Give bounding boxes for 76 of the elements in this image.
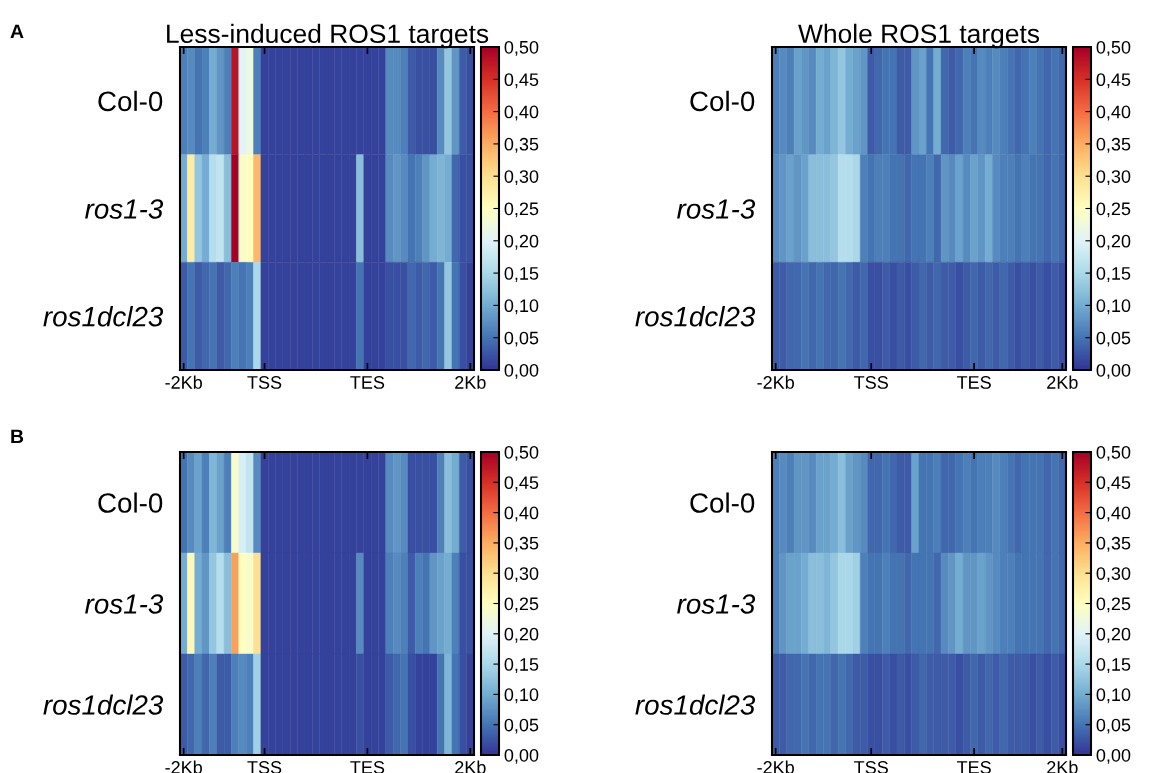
x-tick-label: 2Kb (1047, 760, 1078, 773)
x-tick-label: TSS (247, 761, 282, 773)
color-bar-label: 0,15 (1096, 658, 1131, 673)
color-bar-label: 0,40 (504, 506, 539, 522)
color-bar-label: 0,40 (504, 105, 539, 121)
y-tick-label: ros1dcl23 (43, 306, 164, 327)
x-tick-label: 2Kb (455, 375, 486, 389)
color-bar-label: 0,35 (1096, 137, 1131, 153)
y-tick-label: ros1-3 (85, 594, 164, 614)
color-bar-label: 0,15 (1096, 267, 1131, 282)
color-bar-label: 0,25 (1096, 202, 1131, 218)
color-bar-label: 0,50 (504, 40, 539, 56)
text: A (10, 24, 24, 39)
x-tick-label: 2Kb (455, 760, 486, 773)
y-tick-label: Col-0 (690, 90, 755, 112)
color-bar-label: 0,05 (1096, 331, 1131, 347)
color-bar-label: 0,05 (504, 718, 539, 734)
color-bar-label: 0,25 (1096, 597, 1131, 613)
color-bar-label: 0,10 (504, 688, 539, 704)
color-bar-label: 0,50 (1096, 40, 1131, 56)
color-bar-label: 0,15 (504, 267, 539, 282)
color-bar-label: 0,20 (504, 627, 539, 643)
color-bar-label: 0,40 (1096, 506, 1131, 522)
color-bar-label: 0,35 (504, 137, 539, 153)
y-tick-label: ros1-3 (677, 594, 756, 614)
x-tick-label: TSS (247, 376, 282, 389)
chart-title: Whole ROS1 targets (798, 23, 1040, 49)
color-bar-label: 0,30 (1096, 567, 1131, 583)
color-bar-label: 0,20 (504, 234, 539, 250)
x-tick-label: -2Kb (757, 375, 794, 389)
color-bar-label: 0,50 (1096, 445, 1131, 461)
color-bar-label: 0,45 (504, 476, 539, 492)
y-tick-label: Col-0 (98, 492, 163, 513)
y-tick-label: Col-0 (690, 492, 755, 513)
color-bar-label: 0,40 (1096, 105, 1131, 121)
color-bar-label: 0,30 (504, 567, 539, 583)
chart-title: Less-induced ROS1 targets (167, 23, 489, 49)
y-tick-label: ros1dcl23 (635, 694, 756, 715)
color-bar-label: 0,35 (504, 536, 539, 552)
color-bar-label: 0,25 (504, 597, 539, 613)
color-bar-label: 0,45 (504, 73, 539, 89)
text: B (11, 429, 24, 444)
x-tick-label: TES (956, 376, 991, 389)
color-bar-label: 0,45 (1096, 476, 1131, 492)
y-tick-label: ros1dcl23 (635, 306, 756, 327)
x-tick-label: -2Kb (757, 760, 794, 773)
color-bar-label: 0,30 (1096, 170, 1131, 186)
color-bar-label: 0,00 (504, 748, 539, 764)
color-bar-label: 0,50 (504, 445, 539, 461)
x-tick-label: -2Kb (165, 760, 202, 773)
color-bar-label: 0,10 (1096, 688, 1131, 704)
color-bar-label: 0,30 (504, 170, 539, 186)
x-tick-label: -2Kb (165, 375, 202, 389)
color-bar-label: 0,10 (504, 299, 539, 315)
color-bar-label: 0,20 (1096, 627, 1131, 643)
x-tick-label: TSS (854, 761, 888, 773)
x-tick-label: TES (350, 761, 385, 773)
color-bar-label: 0,05 (504, 331, 539, 347)
color-bar-label: 0,15 (504, 658, 539, 673)
color-bar-label: 0,35 (1096, 536, 1131, 552)
y-tick-label: Col-0 (98, 90, 163, 112)
y-tick-label: ros1dcl23 (43, 694, 164, 715)
y-tick-label: ros1-3 (85, 199, 164, 219)
x-tick-label: 2Kb (1047, 375, 1078, 389)
color-bar-label: 0,20 (1096, 234, 1131, 250)
x-tick-label: TSS (854, 376, 888, 389)
color-bar-label: 0,00 (1096, 748, 1131, 764)
color-bar-label: 0,00 (1096, 363, 1131, 379)
x-tick-label: TES (956, 761, 991, 773)
color-bar-label: 0,05 (1096, 718, 1131, 734)
y-tick-label: ros1-3 (677, 199, 756, 219)
color-bar-label: 0,00 (504, 363, 539, 379)
color-bar-label: 0,45 (1096, 73, 1131, 89)
color-bar-label: 0,10 (1096, 299, 1131, 315)
color-bar-label: 0,25 (504, 202, 539, 218)
x-tick-label: TES (350, 376, 385, 389)
